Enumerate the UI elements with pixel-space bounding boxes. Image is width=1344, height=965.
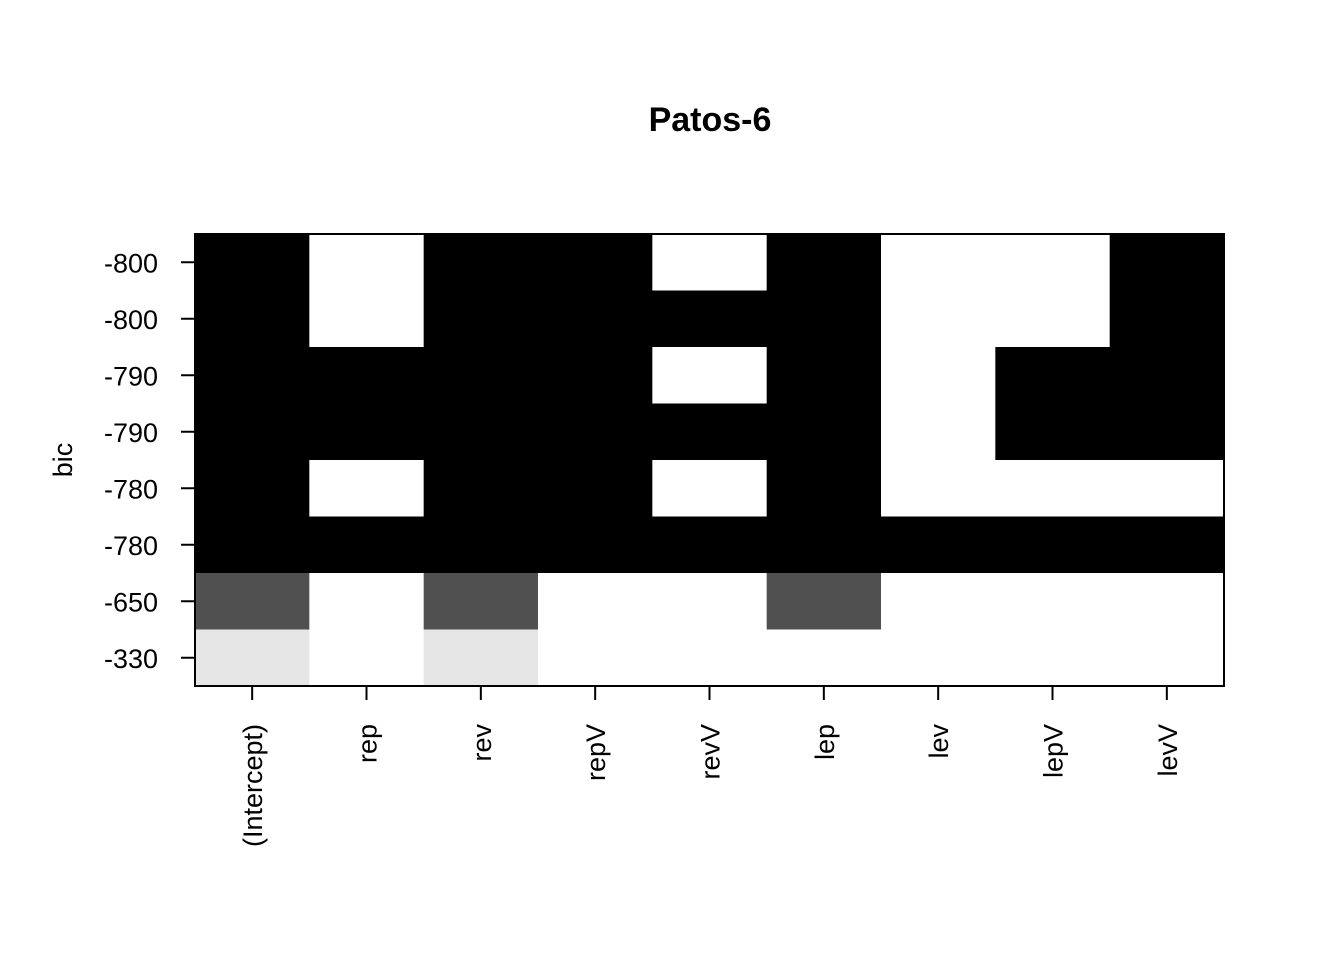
heatmap-cell <box>995 629 1111 687</box>
heatmap-cell <box>195 460 310 518</box>
x-axis: (Intercept) rep rev repV revV lep lev lepV levV <box>238 685 1183 847</box>
heatmap-cell <box>1109 403 1225 461</box>
y-tick-label: -780 <box>104 474 158 504</box>
x-tick-label: lepV <box>1039 724 1069 778</box>
heatmap-cell <box>538 460 653 518</box>
heatmap-cell <box>195 347 310 405</box>
heatmap-cell <box>652 629 768 687</box>
y-tick-label: -780 <box>104 531 158 561</box>
heatmap-cell <box>195 516 310 574</box>
heatmap-cell <box>881 290 996 348</box>
y-tick-label: -790 <box>104 418 158 448</box>
heatmap-cell <box>881 347 996 405</box>
heatmap-cell <box>1109 629 1225 687</box>
heatmap-cell <box>652 347 768 405</box>
heatmap-cell <box>995 290 1111 348</box>
heatmap-cell <box>423 290 539 348</box>
heatmap-cell <box>995 234 1111 292</box>
y-axis-label: bic <box>48 443 78 478</box>
heatmap-cell <box>995 403 1111 461</box>
heatmap-cell <box>195 403 310 461</box>
x-tick-label: levV <box>1153 724 1183 777</box>
x-tick-label: revV <box>696 724 726 780</box>
heatmap-cell <box>423 629 539 687</box>
heatmap-cell <box>995 573 1111 631</box>
heatmap-cell <box>309 290 425 348</box>
heatmap-cell <box>995 516 1111 574</box>
heatmap-cell <box>1109 290 1225 348</box>
heatmap-cell <box>652 460 768 518</box>
heatmap-cell <box>766 347 882 405</box>
heatmap-cell <box>423 460 539 518</box>
heatmap-cell <box>652 516 768 574</box>
y-tick-label: -800 <box>104 248 158 278</box>
heatmap-cell <box>309 347 425 405</box>
heatmap-cell <box>766 234 882 292</box>
x-tick-label: lep <box>810 724 840 760</box>
heatmap-cell <box>423 573 539 631</box>
heatmap-cell <box>652 573 768 631</box>
x-tick-label: (Intercept) <box>238 724 268 847</box>
heatmap-cell <box>309 629 425 687</box>
heatmap-cell <box>538 516 653 574</box>
heatmap-cell <box>423 347 539 405</box>
chart-title: Patos-6 <box>649 101 772 139</box>
heatmap-cell <box>538 403 653 461</box>
heatmap-cell <box>538 629 653 687</box>
heatmap-cell <box>1109 234 1225 292</box>
heatmap-cell <box>538 234 653 292</box>
heatmap-cell <box>538 573 653 631</box>
x-tick-label: rev <box>467 724 497 762</box>
heatmap-cell <box>881 516 996 574</box>
heatmap-cell <box>652 290 768 348</box>
y-tick-label: -330 <box>104 644 158 674</box>
heatmap-cell <box>423 403 539 461</box>
x-tick-label: repV <box>581 724 611 781</box>
heatmap-cell <box>995 347 1111 405</box>
heatmap-cell <box>766 516 882 574</box>
heatmap-cell <box>766 460 882 518</box>
heatmap-cell <box>652 403 768 461</box>
heatmap-cell <box>195 573 310 631</box>
heatmap-cell <box>881 234 996 292</box>
y-tick-label: -800 <box>104 305 158 335</box>
heatmap-cell <box>1109 347 1225 405</box>
heatmap-cell <box>1109 460 1225 518</box>
heatmap-cell <box>766 290 882 348</box>
heatmap-cell <box>1109 516 1225 574</box>
heatmap-cell <box>881 573 996 631</box>
heatmap-cell <box>195 290 310 348</box>
heatmap-cell <box>309 403 425 461</box>
heatmap-cell <box>423 234 539 292</box>
heatmap-cell <box>766 573 882 631</box>
heatmap-cell <box>309 516 425 574</box>
heatmap-cell <box>538 290 653 348</box>
heatmap-cell <box>195 234 310 292</box>
heatmap-cell <box>995 460 1111 518</box>
y-tick-label: -790 <box>104 361 158 391</box>
heatmap-cells <box>195 234 1225 687</box>
heatmap-cell <box>309 460 425 518</box>
heatmap-cell <box>538 347 653 405</box>
y-tick-label: -650 <box>104 587 158 617</box>
heatmap-cell <box>423 516 539 574</box>
heatmap-cell <box>881 629 996 687</box>
heatmap-cell <box>652 234 768 292</box>
heatmap-cell <box>766 629 882 687</box>
heatmap-cell <box>309 234 425 292</box>
plot-frame <box>194 233 1225 687</box>
heatmap-cell <box>881 403 996 461</box>
heatmap-cell <box>309 573 425 631</box>
y-axis: -800 -800 -790 -790 -780 -780 -650 -330 <box>104 248 195 674</box>
x-tick-label: lev <box>924 724 954 759</box>
x-tick-label: rep <box>353 724 383 763</box>
heatmap-cell <box>766 403 882 461</box>
heatmap-cell <box>881 460 996 518</box>
heatmap-cell <box>195 629 310 687</box>
heatmap-cell <box>1109 573 1225 631</box>
